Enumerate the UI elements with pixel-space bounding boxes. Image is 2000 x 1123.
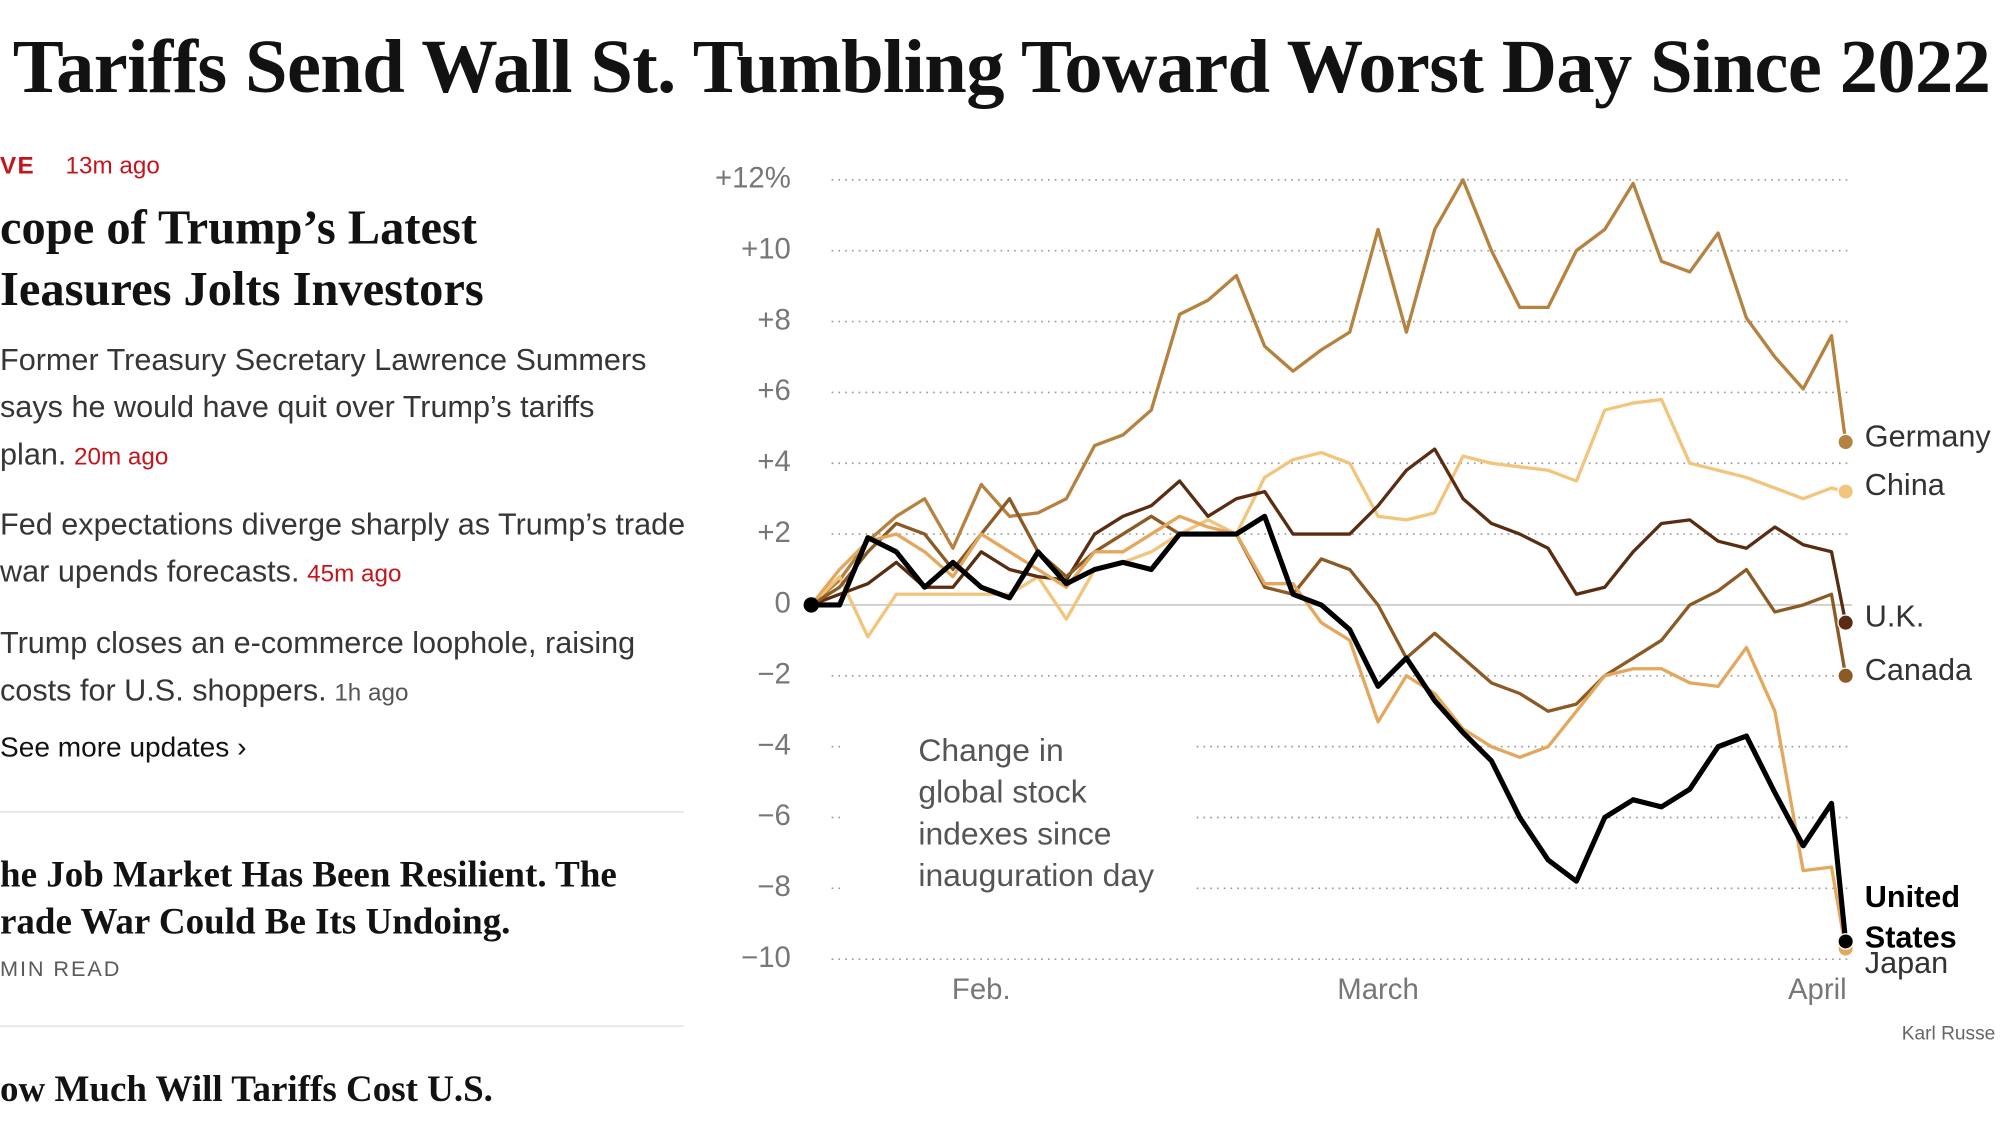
series-label-box: Canada xyxy=(1864,652,1973,688)
series-line xyxy=(809,514,1848,949)
annotation-backdrop xyxy=(841,727,1193,900)
y-tick-label: −2 xyxy=(757,658,790,691)
update-time: 20m ago xyxy=(74,443,169,471)
y-tick-label: +8 xyxy=(757,303,790,336)
y-tick-label: +10 xyxy=(741,232,791,265)
update-time: 45m ago xyxy=(307,561,402,589)
update-text[interactable]: Former Treasury Secretary Lawrence Summe… xyxy=(0,343,647,472)
x-tick-label: Feb. xyxy=(952,973,1011,1006)
series-label: China xyxy=(1864,468,1945,504)
see-more-link[interactable]: See more updates › xyxy=(0,730,247,763)
page-title: Tariffs Send Wall St. Tumbling Toward Wo… xyxy=(12,24,1991,109)
start-dot xyxy=(803,597,819,613)
update-text[interactable]: Trump closes an e-commerce loophole, rai… xyxy=(0,626,636,708)
annotation-text: global stock xyxy=(918,774,1086,810)
x-tick-label: March xyxy=(1337,973,1418,1006)
update-time: 1h ago xyxy=(334,679,409,707)
end-dot xyxy=(1837,667,1854,685)
x-tick-label: April xyxy=(1788,973,1847,1006)
update-item[interactable]: Former Treasury Secretary Lawrence Summe… xyxy=(0,337,695,481)
story-headline[interactable]: he Job Market Has Been Resilient. The xyxy=(0,854,617,896)
series-label-box: Japan xyxy=(1864,945,1949,981)
divider xyxy=(0,811,684,813)
y-tick-label: +6 xyxy=(757,374,790,407)
y-tick-label: +2 xyxy=(757,516,790,549)
series-line xyxy=(810,497,1848,713)
live-time: 13m ago xyxy=(65,153,160,180)
y-tick-label: −6 xyxy=(757,799,790,832)
lead-headline[interactable]: cope of Trump’s Latest xyxy=(0,201,478,256)
divider xyxy=(0,1025,684,1027)
series-label-box: United States xyxy=(1864,880,1961,956)
y-tick-label: −8 xyxy=(757,870,790,903)
end-dot xyxy=(1837,933,1854,950)
y-tick-label: −10 xyxy=(741,941,791,974)
annotation-text: indexes since xyxy=(918,815,1111,851)
update-item[interactable]: Trump closes an e-commerce loophole, rai… xyxy=(0,620,695,717)
series-line xyxy=(810,178,1848,607)
series-line xyxy=(810,447,1848,624)
lead-headline[interactable]: Ieasures Jolts Investors xyxy=(0,262,484,317)
credit: Karl Russe xyxy=(1902,1023,1996,1044)
series-label: United States xyxy=(1864,880,1961,956)
end-dot xyxy=(1837,433,1854,451)
live-row: VE 13m ago xyxy=(0,153,160,181)
y-tick-label: 0 xyxy=(775,587,791,620)
update-item[interactable]: Fed expectations diverge sharply as Trum… xyxy=(0,501,695,598)
series-label: U.K. xyxy=(1864,599,1925,635)
series-label-box: China xyxy=(1864,468,1945,504)
series-label-box: Germany xyxy=(1864,419,1991,454)
end-dot xyxy=(1837,614,1854,631)
annotation-text: inauguration day xyxy=(918,857,1154,893)
story-meta: MIN READ xyxy=(0,956,122,981)
y-tick-label: −4 xyxy=(757,728,790,761)
annotation-text: Change in xyxy=(918,732,1063,768)
y-tick-label: +12% xyxy=(715,162,791,195)
live-label: VE xyxy=(0,153,35,180)
series-label: Japan xyxy=(1864,945,1949,981)
series-label: Canada xyxy=(1864,652,1973,688)
update-text[interactable]: Fed expectations diverge sharply as Trum… xyxy=(0,507,686,590)
story-headline[interactable]: rade War Could Be Its Undoing. xyxy=(0,901,511,943)
series-label: Germany xyxy=(1864,419,1991,454)
series-label-box: U.K. xyxy=(1864,599,1925,635)
story-headline[interactable]: ow Much Will Tariffs Cost U.S. xyxy=(0,1068,493,1110)
series-line xyxy=(811,513,1849,942)
y-tick-label: +4 xyxy=(757,445,790,478)
series-line xyxy=(810,397,1847,639)
end-dot xyxy=(1837,483,1854,500)
